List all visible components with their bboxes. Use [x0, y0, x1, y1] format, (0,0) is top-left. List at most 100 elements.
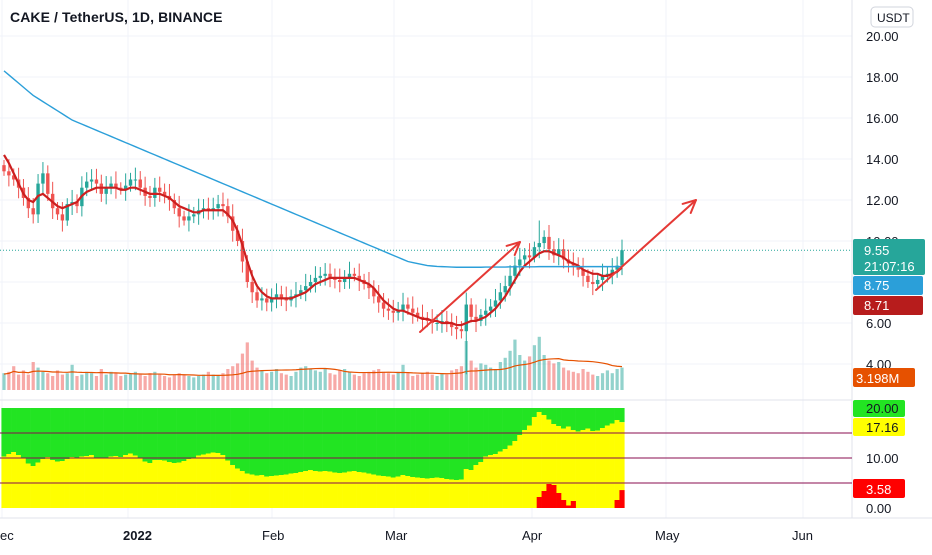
- indicator-green-bar: [366, 408, 372, 474]
- candle-body: [75, 202, 79, 207]
- candle-body: [299, 290, 303, 295]
- indicator-yellow-bar: [351, 471, 357, 508]
- indicator-green-bar: [604, 408, 610, 426]
- indicator-yellow-bar: [356, 472, 362, 508]
- volume-bar: [294, 371, 298, 390]
- candle-body: [31, 208, 35, 215]
- candle-body: [221, 204, 225, 207]
- indicator-yellow-bar: [210, 452, 216, 508]
- candle-body: [250, 282, 254, 293]
- candle-body: [391, 310, 395, 313]
- indicator-green-bar: [502, 408, 508, 449]
- indicator-yellow-bar: [390, 477, 396, 508]
- indicator-green-bar: [176, 408, 182, 463]
- volume-bar: [581, 369, 585, 390]
- volume-bar: [596, 376, 600, 390]
- volume-bar: [557, 362, 561, 390]
- indicator-yellow-bar: [259, 475, 265, 508]
- volume-bar: [313, 370, 318, 390]
- indicator-green-bar: [453, 408, 460, 480]
- indicator-green-bar: [108, 408, 114, 457]
- volume-bar: [513, 339, 517, 390]
- indicator-low-label-bg: [853, 479, 905, 498]
- indicator-green-bar: [497, 408, 503, 452]
- indicator-yellow-bar: [468, 470, 474, 508]
- indicator-yellow-bar: [6, 454, 12, 508]
- volume-bar: [318, 371, 322, 390]
- volume-bar: [201, 374, 206, 390]
- candle-body: [60, 214, 65, 221]
- indicator-yellow-bar: [458, 479, 465, 508]
- indicator-green-bar: [283, 408, 289, 475]
- currency-button[interactable]: [870, 6, 914, 28]
- volume-bar: [187, 376, 191, 390]
- volume-bar: [36, 367, 40, 390]
- indicator-yellow-bar: [317, 471, 323, 508]
- indicator-yellow-bar: [79, 456, 85, 508]
- volume-bar: [94, 376, 99, 390]
- indicator-yellow-bar: [113, 456, 119, 508]
- indicator-green-bar: [614, 408, 620, 420]
- volume-bar: [21, 370, 26, 390]
- countdown-label: 21:07:16: [864, 259, 915, 274]
- candle-body: [401, 304, 405, 311]
- indicator-top-label: 20.00: [866, 401, 899, 416]
- indicator-mid-label-bg: [853, 418, 905, 436]
- volume-ma-line: [3, 358, 623, 376]
- trend-arrow-head: [505, 241, 521, 256]
- indicator-green-bar: [609, 408, 615, 424]
- volume-bar: [255, 367, 259, 390]
- candle-body: [488, 306, 493, 311]
- candle-body: [595, 279, 600, 285]
- volume-bar: [474, 367, 478, 390]
- indicator-yellow-bar: [371, 474, 377, 508]
- candle-body: [304, 286, 308, 291]
- indicator-green-bar: [278, 408, 284, 475]
- candle-body: [55, 208, 60, 215]
- volume-bar: [177, 373, 181, 390]
- candle-body: [274, 294, 279, 299]
- indicator-yellow-bar: [385, 476, 392, 508]
- volume-bar: [80, 374, 84, 390]
- volume-bar: [250, 360, 254, 390]
- candle-body: [537, 243, 541, 248]
- volume-bar: [537, 336, 541, 390]
- indicator-green-bar: [30, 408, 36, 466]
- indicator-yellow-bar: [395, 476, 401, 508]
- indicator-green-bar: [565, 408, 572, 427]
- volume-bar: [138, 374, 142, 390]
- volume-bar: [153, 371, 157, 390]
- indicator-yellow-bar: [366, 473, 372, 508]
- price-tick-label: 6.00: [866, 316, 891, 331]
- indicator-yellow-bar: [570, 430, 576, 508]
- indicator-green-bar: [595, 408, 601, 431]
- indicator-yellow-bar: [488, 455, 494, 508]
- indicator-low-label: 3.58: [866, 482, 891, 497]
- time-tick-label: Apr: [522, 528, 543, 543]
- volume-bar: [109, 371, 113, 390]
- indicator-green-bar: [269, 408, 275, 476]
- volume-bar: [386, 373, 391, 390]
- indicator-green-bar: [585, 408, 591, 429]
- candle-body: [89, 179, 94, 182]
- indicator-green-bar: [89, 408, 95, 455]
- indicator-green-bar: [244, 408, 250, 474]
- indicator-green-bar: [298, 408, 304, 472]
- indicator-red-bar: [570, 501, 576, 508]
- candle-body: [591, 282, 595, 285]
- indicator-green-bar: [1, 408, 7, 457]
- volume-bar: [562, 367, 566, 390]
- indicator-yellow-bar: [502, 449, 508, 508]
- candle-body: [615, 265, 619, 270]
- indicator-green-bar: [234, 408, 241, 469]
- indicator-green-bar: [205, 408, 211, 454]
- indicator-yellow-bar: [614, 420, 620, 508]
- indicator-green-bar: [361, 408, 367, 473]
- volume-bar: [31, 362, 35, 390]
- volume-bar: [89, 373, 94, 390]
- volume-bar: [16, 374, 21, 390]
- indicator-yellow-bar: [278, 475, 284, 508]
- price-tick-label: 20.00: [866, 29, 899, 44]
